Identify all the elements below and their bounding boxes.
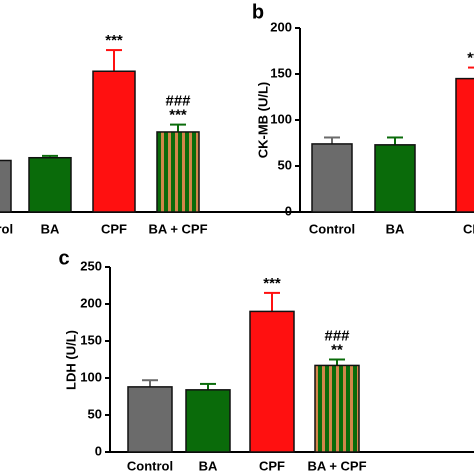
significance-label: ### — [165, 93, 191, 110]
significance-label: *** — [467, 50, 474, 67]
bar — [28, 156, 72, 213]
x-tick-label: BA + CPF — [148, 221, 207, 236]
significance-label: *** — [169, 107, 187, 124]
y-axis-label: LDH (U/L) — [63, 330, 78, 390]
x-tick-label: BA + CPF — [307, 458, 366, 473]
y-tick-label: 0 — [285, 203, 292, 218]
panel-label: c — [58, 247, 69, 269]
panel-label: b — [252, 1, 264, 23]
significance-label: *** — [263, 275, 281, 292]
significance-label: *** — [105, 32, 123, 49]
bar — [0, 159, 12, 213]
y-tick-label: 100 — [270, 111, 292, 126]
bar — [455, 77, 474, 213]
x-tick-label: BA — [41, 221, 60, 236]
y-tick-label: 100 — [80, 369, 102, 384]
x-tick-label: CPF — [101, 221, 127, 236]
x-tick-label: Control — [0, 221, 13, 236]
bar — [311, 143, 353, 213]
y-tick-label: 150 — [270, 65, 292, 80]
bar — [374, 144, 416, 213]
y-tick-label: 200 — [270, 19, 292, 34]
y-tick-label: 50 — [88, 406, 102, 421]
bar — [314, 364, 360, 453]
x-tick-label: CPF — [463, 221, 474, 236]
x-tick-label: BA — [199, 458, 218, 473]
bar — [92, 70, 136, 213]
significance-label: ### — [324, 327, 350, 344]
y-tick-label: 150 — [80, 332, 102, 347]
bar — [185, 389, 231, 453]
bar — [156, 131, 200, 213]
bar — [249, 310, 295, 453]
y-tick-label: 0 — [95, 443, 102, 458]
significance-label: ** — [331, 341, 343, 358]
x-tick-label: Control — [309, 221, 355, 236]
bar — [127, 386, 173, 453]
x-tick-label: CPF — [259, 458, 285, 473]
y-tick-label: 50 — [278, 157, 292, 172]
y-tick-label: 200 — [80, 295, 102, 310]
x-tick-label: Control — [127, 458, 173, 473]
y-axis-label: CK-MB (U/L) — [255, 82, 270, 159]
y-tick-label: 250 — [80, 258, 102, 273]
x-tick-label: BA — [386, 221, 405, 236]
